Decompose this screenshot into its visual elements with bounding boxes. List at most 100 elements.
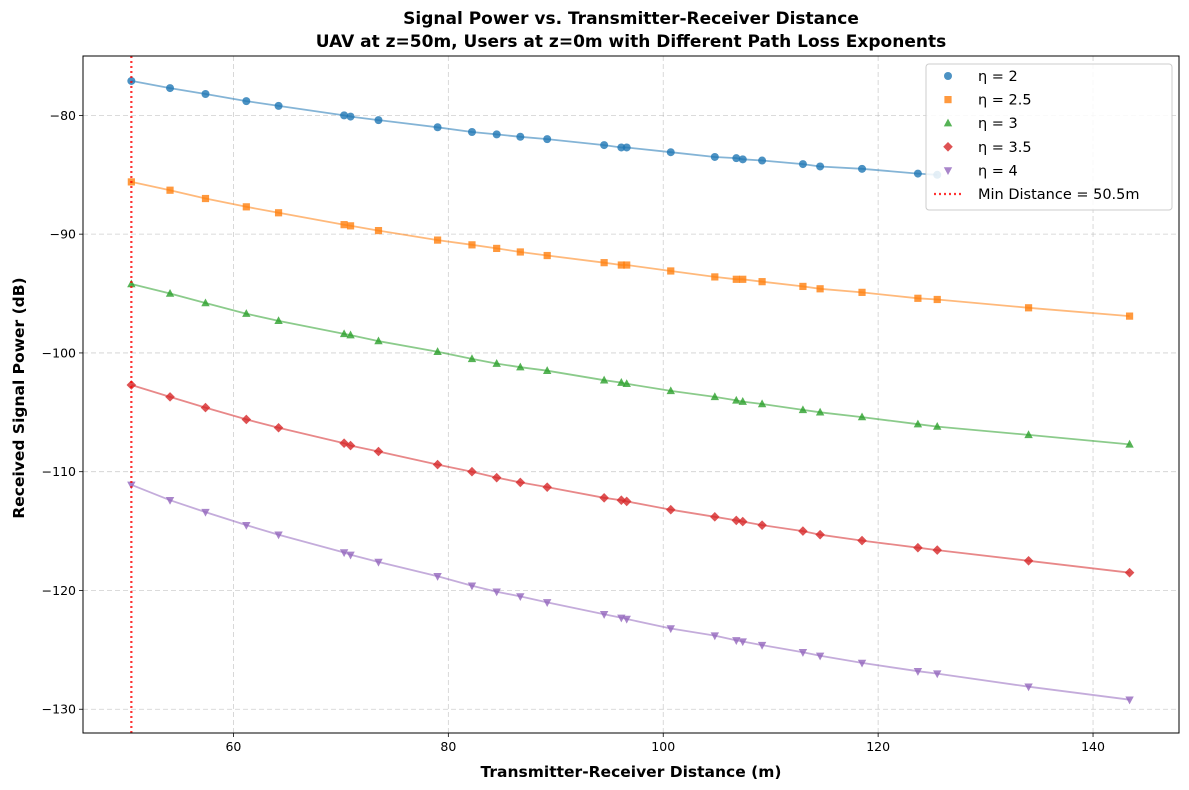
y-axis-label: Received Signal Power (dB) [10,277,28,518]
series-1-point [127,76,136,85]
series-2-point [468,241,476,249]
series-1-point [516,132,525,141]
series-5-point [274,531,283,540]
series-5-point [815,652,825,661]
x-axis-label: Transmitter-Receiver Distance (m) [481,763,782,781]
series-2-point [732,275,740,283]
series-4-point [200,402,211,413]
series-2-point [816,285,824,293]
series-2-point [1024,304,1033,312]
series-1-point [858,164,867,173]
series-5-point [433,573,442,581]
series-line-4 [131,384,1130,574]
series-1-point [492,130,501,139]
series-1-point [242,97,251,106]
series-4-point [932,545,943,555]
series-2-point [1125,312,1134,320]
series-4-point [815,529,825,540]
series-2-point [274,209,283,217]
series-5-point [1125,696,1134,705]
series-4-point [1124,567,1135,578]
series-3-point [757,399,767,408]
series-5-point [798,649,808,657]
series-1-point [816,162,825,171]
series-4-point [710,512,720,522]
series-2-point [711,273,719,281]
series-2-point [617,261,625,269]
legend-marker [943,167,953,175]
series-1-point [346,112,355,121]
series-1-point [374,116,383,125]
series-4-point [126,380,137,390]
series-2-point [758,278,766,286]
series-2-point [374,226,383,235]
series-4-point [165,392,175,402]
series-5-point [857,659,867,668]
series-4-point [542,482,552,492]
series-1-point [543,135,552,144]
x-tick-label: 60 [225,739,241,754]
series-2-point [600,259,608,267]
series-3-point [599,375,609,384]
series-markers [126,76,1135,705]
series-1-point [913,169,922,178]
series-5-point [165,497,175,505]
series-1-point [666,148,675,157]
series-line-1 [131,80,938,176]
series-line-2 [131,181,1130,317]
series-4-point [731,515,742,526]
series-3-point [201,298,210,307]
series-3-point [374,336,383,345]
series-2-point [933,295,941,304]
series-3-point [666,386,675,395]
plot-frame [82,55,1180,734]
series-3-point [617,378,626,386]
series-3-point [815,407,825,416]
legend-entry-label: η = 2 [978,69,1018,85]
series-3-point [433,347,442,355]
series-1-point [433,123,442,132]
legend-entry-label: η = 4 [978,163,1018,179]
series-5-point [374,558,383,567]
series-3-point [339,329,349,338]
series-5-point [339,549,349,558]
series-3-point [127,279,136,288]
series-4-point [798,526,808,536]
series-5-point [467,582,477,591]
series-3-point [857,412,867,421]
series-5-point [542,599,552,607]
series-2-point [914,294,922,302]
series-2-point [667,267,675,275]
x-tick-label: 140 [1081,739,1105,754]
y-tick-label: −80 [50,108,76,123]
series-3-point [622,379,631,388]
series-1-point [758,156,767,165]
series-4-point [373,446,384,457]
series-2-point [543,251,551,260]
series-3-point [732,395,741,404]
series-3-point [798,405,808,414]
series-1-point [340,111,349,120]
legend-marker [943,142,953,152]
series-4-point [913,542,923,553]
legend-box [925,63,1173,211]
x-tick-label: 100 [651,739,675,754]
series-1-point [622,143,631,152]
series-3-point [738,397,747,405]
series-3-point [242,309,251,317]
series-3-point [467,354,477,363]
legend-entry-label: η = 3 [978,116,1018,132]
series-lines [131,80,1130,701]
series-2-point [201,194,210,203]
series-1-point [274,101,283,110]
series-2-point [858,288,866,296]
series-4-point [621,496,632,507]
series-4-point [1023,555,1034,566]
x-tick-label: 120 [866,739,890,754]
series-3-point [542,366,552,374]
series-5-point [242,521,251,530]
series-2-point [242,203,250,211]
series-4-point [273,422,284,433]
series-5-point [599,611,609,619]
series-3-point [165,288,175,297]
